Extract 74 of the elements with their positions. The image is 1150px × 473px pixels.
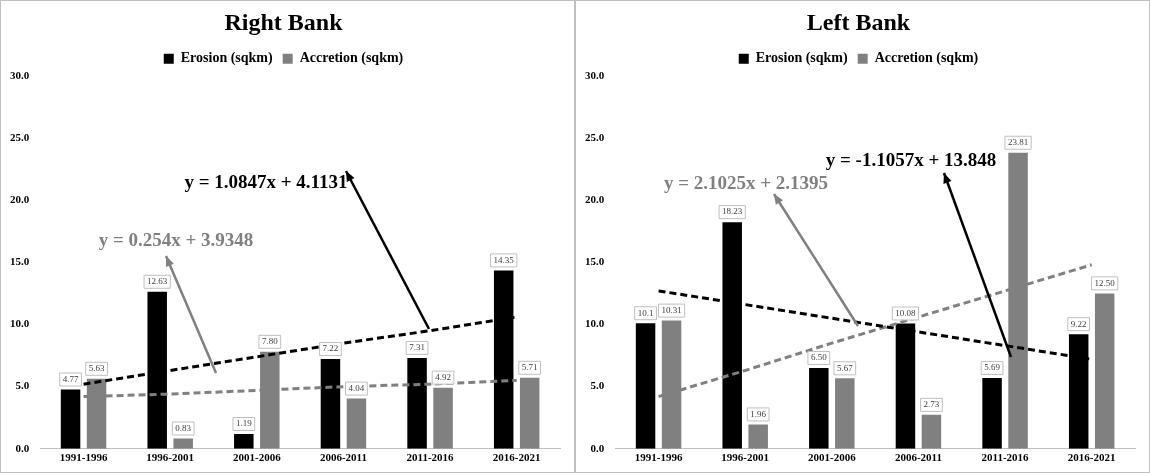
x-tick-label: 2001-2006 <box>232 451 282 464</box>
data-label: 5.67 <box>836 362 854 373</box>
bar <box>519 377 540 449</box>
data-label: 1.96 <box>750 408 767 419</box>
y-tick-label: 5.0 <box>15 379 30 392</box>
y-tick-label: 15.0 <box>10 255 30 268</box>
bar <box>835 378 855 449</box>
data-label: 4.04 <box>348 382 365 393</box>
x-tick-label: 2016-2021 <box>1067 451 1116 464</box>
data-label: 0.83 <box>175 422 192 433</box>
legend-label: Accretion (sqkm) <box>874 50 979 67</box>
bar <box>173 438 193 449</box>
y-tick-label: 15.0 <box>585 255 605 268</box>
y-tick-label: 25.0 <box>585 130 605 143</box>
data-label: 2.73 <box>923 399 940 410</box>
x-tick-label: 2016-2021 <box>492 451 541 464</box>
data-label: 18.23 <box>722 206 743 217</box>
bar <box>982 378 1002 449</box>
bar <box>234 434 254 449</box>
data-label: 12.63 <box>147 276 168 287</box>
annotation: y = -1.1057x + 13.848 <box>825 148 997 170</box>
data-label: 5.71 <box>521 362 538 373</box>
legend-label: Erosion (sqkm) <box>180 50 274 67</box>
bar <box>320 359 341 449</box>
x-tick-label: 1991-1996 <box>59 451 108 464</box>
y-tick-label: 30.0 <box>585 68 605 81</box>
bar <box>1094 293 1115 449</box>
data-label: 23.81 <box>1007 137 1029 148</box>
annotation: y = 0.254x + 3.9348 <box>98 228 254 250</box>
x-tick-label: 2011-2016 <box>981 451 1030 464</box>
annotation: y = 1.0847x + 4.1131 <box>184 170 348 192</box>
data-label: 10.1 <box>637 307 654 318</box>
bar <box>635 323 656 449</box>
x-tick-label: 1996-2001 <box>721 451 770 464</box>
bar <box>60 389 81 449</box>
x-tick-label: 1996-2001 <box>146 451 195 464</box>
bar <box>921 414 942 449</box>
y-tick-label: 25.0 <box>10 130 30 143</box>
bar <box>346 398 367 449</box>
x-tick-label: 2011-2016 <box>406 451 455 464</box>
bar <box>809 367 829 449</box>
y-tick-label: 0.0 <box>15 441 30 454</box>
y-tick-label: 0.0 <box>590 441 605 454</box>
data-label: 9.22 <box>1070 318 1087 329</box>
x-tick-label: 2006-2011 <box>319 451 367 464</box>
y-tick-label: 30.0 <box>10 68 30 81</box>
x-tick-label: 2006-2011 <box>894 451 942 464</box>
legend-label: Accretion (sqkm) <box>299 50 404 67</box>
data-label: 4.92 <box>435 371 451 382</box>
y-tick-label: 10.0 <box>10 317 30 330</box>
data-label: 6.50 <box>810 352 828 363</box>
data-label: 7.31 <box>409 342 425 353</box>
annotation: y = 2.1025x + 2.1395 <box>663 171 829 193</box>
data-label: 7.80 <box>261 336 279 347</box>
data-label: 12.50 <box>1094 277 1116 288</box>
data-label: 10.31 <box>661 304 682 315</box>
data-label: 14.35 <box>493 254 515 265</box>
bar <box>748 424 768 449</box>
data-label: 10.08 <box>895 307 917 318</box>
y-tick-label: 20.0 <box>10 192 30 205</box>
x-tick-label: 2001-2006 <box>807 451 857 464</box>
data-label: 7.22 <box>322 343 339 354</box>
y-tick-label: 10.0 <box>585 317 605 330</box>
data-label: 5.69 <box>984 362 1001 373</box>
y-tick-label: 20.0 <box>585 192 605 205</box>
chart-title: Right Bank <box>224 8 344 35</box>
bar <box>407 357 427 449</box>
legend-label: Erosion (sqkm) <box>755 50 849 67</box>
data-label: 4.77 <box>62 373 79 384</box>
x-tick-label: 1991-1996 <box>634 451 683 464</box>
data-label: 1.19 <box>235 418 253 429</box>
chart-title: Left Bank <box>806 8 911 35</box>
y-tick-label: 5.0 <box>590 379 605 392</box>
data-label: 5.63 <box>88 363 105 374</box>
